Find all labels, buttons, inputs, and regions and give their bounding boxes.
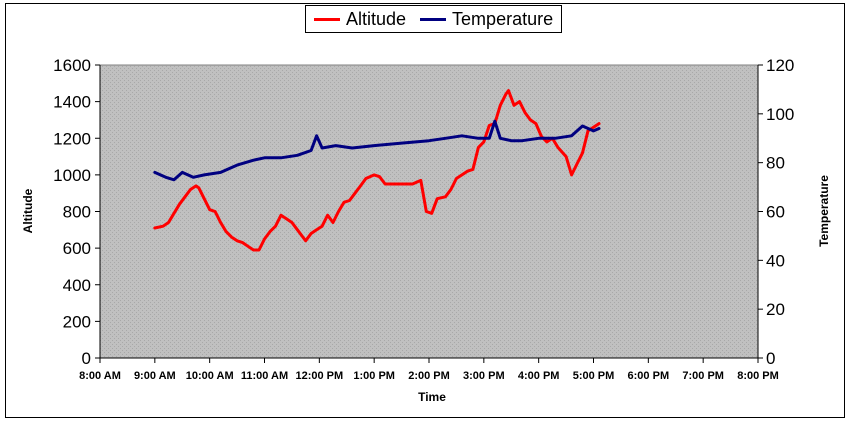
y-right-tick-label: 0	[766, 349, 775, 368]
y-right-tick-label: 60	[766, 203, 785, 222]
x-tick-label: 6:00 PM	[628, 370, 670, 382]
x-tick-label: 9:00 AM	[134, 370, 176, 382]
x-tick-label: 8:00 PM	[737, 370, 779, 382]
axes-layer: 0 200 400 600 800 1000 1200 1400 1600 0 20 40 60 80 10…	[53, 56, 794, 382]
legend-item-altitude: Altitude	[314, 9, 406, 30]
y-right-tick-label: 120	[766, 56, 794, 75]
series-line-altitude	[153, 89, 601, 252]
x-tick-label: 10:00 AM	[186, 370, 234, 382]
x-tick-label: 3:00 PM	[463, 370, 505, 382]
x-tick-label: 1:00 PM	[353, 370, 395, 382]
x-tick-label: 7:00 PM	[682, 370, 724, 382]
legend: Altitude Temperature	[305, 5, 563, 33]
series-layer	[153, 89, 601, 252]
y-right-tick-label: 80	[766, 154, 785, 173]
legend-item-temperature: Temperature	[420, 9, 553, 30]
x-axis-title: Time	[418, 390, 446, 404]
legend-swatch-altitude	[314, 17, 340, 21]
legend-swatch-temperature	[420, 17, 447, 21]
y-left-tick-label: 600	[63, 239, 91, 258]
y-left-tick-label: 1200	[53, 129, 91, 148]
series-line-temperature	[153, 119, 601, 182]
y-axis-right-title: Temperature	[817, 175, 831, 247]
y-left-tick-label: 1400	[53, 93, 91, 112]
y-left-tick-label: 400	[63, 276, 91, 295]
y-left-tick-label: 1000	[53, 166, 91, 185]
y-right-tick-label: 100	[766, 105, 794, 124]
x-tick-label: 4:00 PM	[518, 370, 560, 382]
y-left-tick-label: 200	[63, 312, 91, 331]
y-left-tick-label: 800	[63, 203, 91, 222]
x-tick-label: 11:00 AM	[241, 370, 288, 382]
x-tick-label: 5:00 PM	[573, 370, 615, 382]
x-tick-label: 2:00 PM	[408, 370, 450, 382]
y-right-tick-label: 20	[766, 300, 785, 319]
y-right-tick-label: 40	[766, 251, 785, 270]
x-tick-label: 12:00 PM	[295, 370, 343, 382]
x-tick-label: 8:00 AM	[79, 370, 121, 382]
legend-label-temperature: Temperature	[452, 8, 554, 29]
y-left-tick-label: 1600	[53, 56, 91, 75]
y-axis-left-title: Altitude	[21, 188, 35, 233]
legend-label-altitude: Altitude	[346, 8, 407, 29]
y-left-tick-label: 0	[82, 349, 91, 368]
